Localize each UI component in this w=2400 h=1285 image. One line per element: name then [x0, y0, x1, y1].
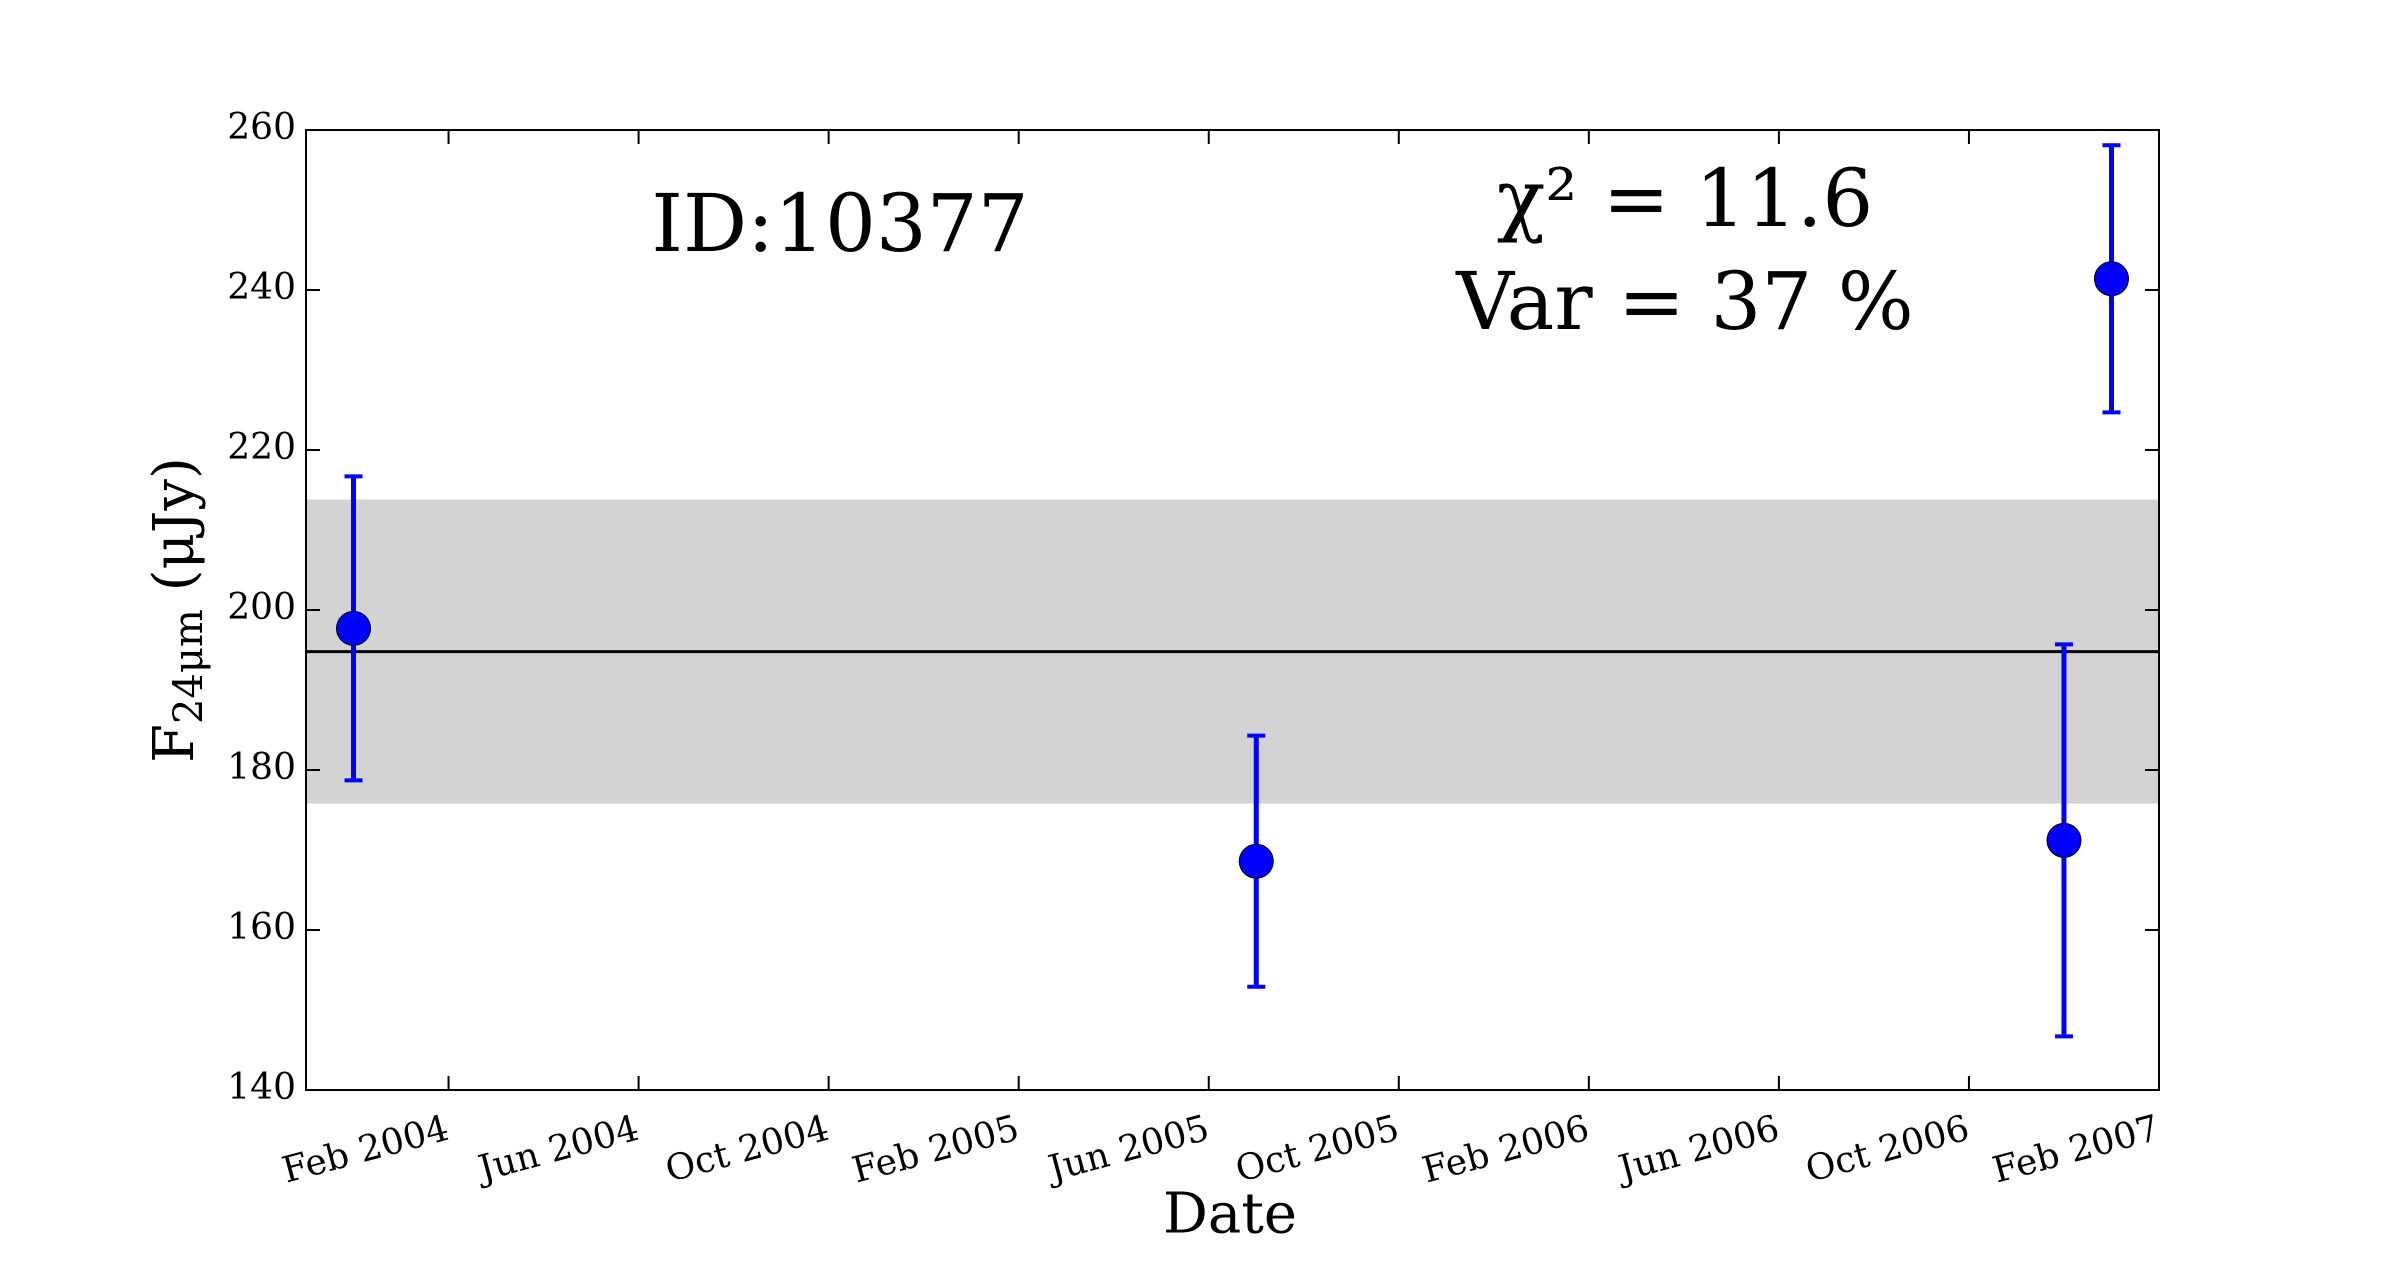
y-tick-label: 220	[227, 427, 296, 468]
y-tick-label: 160	[227, 907, 296, 948]
id-annotation: ID:10377	[651, 177, 1028, 270]
x-tick-label: Oct 2005	[1231, 1108, 1403, 1191]
data-point	[2046, 822, 2082, 858]
x-tick-label: Feb 2007	[1988, 1108, 2163, 1192]
y-tick-label: 180	[227, 747, 296, 788]
chi2-annotation: χ² = 11.6	[1497, 152, 1874, 245]
data-point	[2093, 261, 2129, 297]
x-tick-label: Oct 2006	[1801, 1108, 1973, 1191]
x-tick-label: Feb 2005	[848, 1108, 1023, 1192]
x-tick-label: Feb 2006	[1418, 1108, 1593, 1192]
y-axis-label: F24μm (μJy)	[142, 457, 213, 763]
x-axis-label: Date	[1163, 1182, 1297, 1247]
data-point	[1238, 843, 1274, 879]
y-tick-label: 260	[227, 107, 296, 148]
x-tick-label: Jun 2004	[470, 1108, 643, 1191]
y-tick-label: 200	[227, 587, 296, 628]
x-tick-label: Jun 2006	[1611, 1108, 1784, 1191]
y-label-main: F	[142, 724, 207, 763]
x-tick-label: Feb 2004	[278, 1108, 453, 1192]
x-tick-label: Jun 2005	[1041, 1108, 1214, 1191]
y-label-sub: 24μm	[166, 609, 212, 724]
x-tick-label: Oct 2004	[661, 1108, 833, 1191]
var-annotation: Var = 37 %	[1455, 255, 1914, 348]
y-label-unit: (μJy)	[142, 457, 207, 609]
y-tick-label: 140	[227, 1067, 296, 1108]
y-tick-label: 240	[227, 267, 296, 308]
data-point	[336, 610, 372, 646]
